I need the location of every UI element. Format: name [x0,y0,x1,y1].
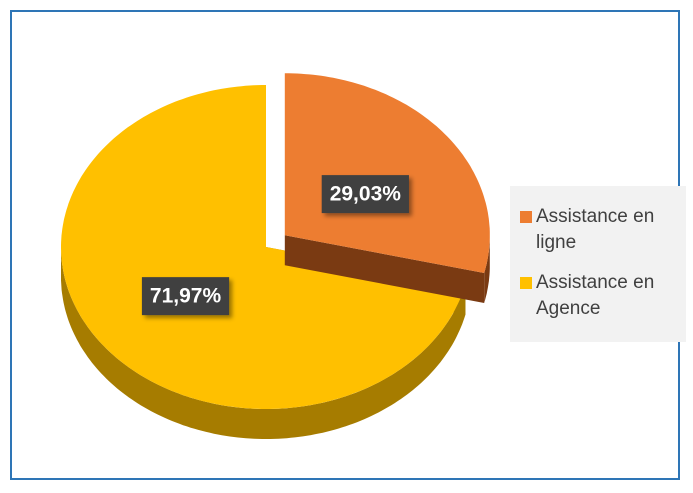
legend-item: Assistance en Agence [520,270,680,322]
data-label-box [141,277,230,316]
slice [61,85,466,409]
data-label: 71,97% [150,285,222,308]
legend: Assistance en ligne Assistance en Agence [510,186,686,342]
data-label: 29,03% [330,183,402,206]
data-label-group: 29,03% [321,175,409,214]
data-label-group: 71,97% [141,277,230,316]
slice-cut-face [284,235,485,303]
slice-side [61,247,466,439]
legend-item: Assistance en ligne [520,204,680,256]
slice [284,73,490,273]
legend-label: Assistance en Agence [536,272,655,319]
slice-side [484,235,490,303]
legend-swatch [520,277,532,289]
data-label-box [321,175,409,214]
legend-swatch [520,211,532,223]
legend-label: Assistance en ligne [536,206,655,253]
